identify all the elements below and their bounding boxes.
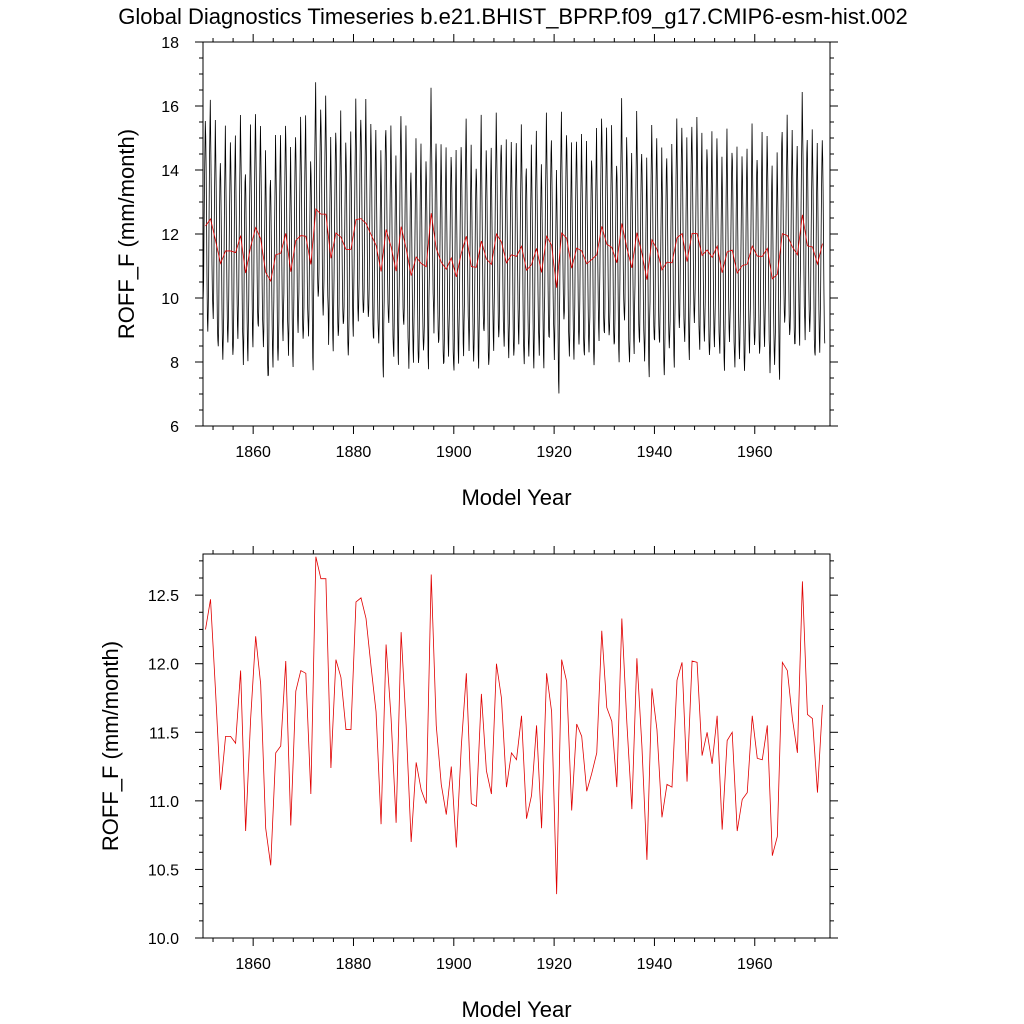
y-tick-label: 11.5 bbox=[149, 725, 179, 742]
y-tick-label: 16 bbox=[161, 99, 179, 116]
top-panel-monthly: 1860 1880 1900 1920 1940 1960 6 8 10 12 14 16 18 Mode… bbox=[114, 34, 838, 510]
y-axis-label: ROFF_F (mm/month) bbox=[114, 129, 139, 339]
x-tick-label: 1940 bbox=[637, 956, 673, 973]
x-axis-label: Model Year bbox=[461, 485, 571, 510]
y-tick-label: 6 bbox=[170, 419, 179, 436]
y-tick-label: 10 bbox=[161, 291, 179, 308]
plot-frame bbox=[202, 553, 831, 939]
y-tick-label: 18 bbox=[161, 35, 179, 52]
x-tick-label: 1880 bbox=[336, 956, 372, 973]
y-tick-label: 8 bbox=[170, 355, 179, 372]
y-tick-label: 10.0 bbox=[148, 931, 179, 948]
y-tick-label: 12.0 bbox=[148, 657, 179, 674]
y-axis-label: ROFF_F (mm/month) bbox=[98, 641, 123, 851]
bottom-panel-annual: 1860 1880 1900 1920 1940 1960 10.0 10.5 11.0 11.5… bbox=[98, 546, 838, 1022]
x-tick-label: 1920 bbox=[536, 956, 572, 973]
annual-mean-series-line bbox=[205, 208, 823, 288]
x-tick-label: 1960 bbox=[737, 956, 773, 973]
y-tick-label: 12.5 bbox=[148, 588, 179, 605]
annual-mean-series-line bbox=[205, 556, 823, 895]
x-tick-label: 1940 bbox=[637, 444, 673, 461]
x-tick-label: 1880 bbox=[336, 444, 372, 461]
x-tick-label: 1900 bbox=[436, 444, 472, 461]
x-tick-label: 1960 bbox=[737, 444, 773, 461]
figure-title: Global Diagnostics Timeseries b.e21.BHIS… bbox=[118, 4, 908, 29]
y-tick-label: 11.0 bbox=[149, 794, 179, 811]
y-tick-label: 14 bbox=[161, 163, 179, 180]
x-axis-label: Model Year bbox=[461, 997, 571, 1022]
series-group bbox=[205, 556, 823, 895]
x-tick-label: 1900 bbox=[436, 956, 472, 973]
x-tick-label: 1860 bbox=[235, 444, 271, 461]
series-group bbox=[203, 82, 826, 394]
x-tick-label: 1920 bbox=[536, 444, 572, 461]
x-tick-label: 1860 bbox=[235, 956, 271, 973]
y-tick-label: 12 bbox=[161, 227, 179, 244]
y-tick-label: 10.5 bbox=[148, 862, 179, 879]
monthly-series-line bbox=[203, 82, 826, 394]
